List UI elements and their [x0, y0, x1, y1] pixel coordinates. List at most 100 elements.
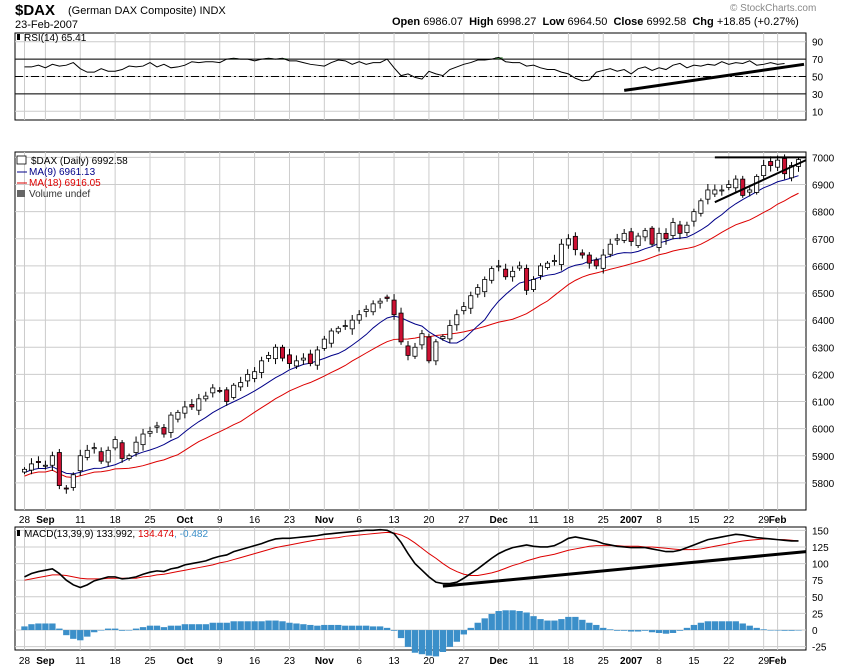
candle-up [342, 325, 348, 327]
candle-down [782, 158, 788, 175]
candle-down [524, 267, 530, 291]
candle-down [628, 231, 634, 242]
macd-y-tick-label: 125 [812, 543, 829, 554]
candle-up [789, 165, 795, 179]
price-y-tick-label: 7000 [812, 153, 835, 164]
price-x-tick-label: 18 [563, 515, 575, 526]
high-value: 6998.27 [496, 16, 537, 28]
candle-up [517, 265, 523, 269]
price-x-tick-label: Oct [177, 515, 194, 526]
candle-up [761, 165, 767, 176]
rsi-legend: RSI(14) 65.41 [24, 33, 87, 44]
price-x-tick-label: 18 [110, 515, 122, 526]
close-label: Close [613, 16, 644, 28]
index-name: (German DAX Composite) INDX [68, 5, 226, 17]
macd-legend-label: MACD(13,39,9) [24, 529, 96, 540]
macd-histogram-bar [593, 624, 600, 631]
macd-histogram-bar [711, 621, 719, 631]
macd-histogram-bar [558, 619, 565, 631]
macd-histogram-bar [362, 625, 370, 631]
macd-histogram-bar [195, 624, 203, 631]
candle-up [454, 314, 460, 326]
price-x-tick-label: 22 [723, 515, 735, 526]
macd-histogram-bar [460, 630, 467, 635]
rsi-y-tick-label: 50 [812, 73, 824, 84]
candle-up [531, 279, 537, 290]
close-value: 6992.58 [646, 16, 687, 28]
candle-down [35, 461, 41, 463]
macd-histogram-bar [383, 627, 391, 631]
candle-up [273, 346, 279, 360]
macd-x-tick-label: Oct [177, 656, 194, 667]
price-y-tick-label: 6900 [812, 181, 835, 192]
macd-histogram-bar [188, 624, 196, 631]
macd-histogram-bar [767, 630, 774, 631]
price-x-tick-label: 27 [458, 515, 470, 526]
price-y-tick-label: 6600 [812, 262, 835, 273]
candle-up [684, 224, 690, 233]
macd-histogram-bar [579, 619, 586, 631]
macd-histogram-bar [648, 630, 656, 633]
macd-histogram-bar [174, 625, 182, 631]
candle-up [252, 371, 258, 379]
candle-up [335, 327, 341, 333]
macd-legend-swatch [17, 530, 20, 536]
macd-histogram-bar [544, 620, 551, 631]
candle-up [482, 279, 488, 293]
macd-histogram-bar [662, 630, 670, 634]
macd-x-tick-label: 22 [723, 656, 735, 667]
candle-up [293, 360, 299, 367]
macd-histogram-bar [77, 630, 84, 641]
index-full-name: (German DAX Composite) [68, 5, 197, 17]
candle-up [635, 235, 641, 246]
macd-histogram-bar [84, 630, 91, 637]
rsi-overbought-fill [495, 57, 503, 60]
ma18-legend: MA(18) 6916.05 [29, 178, 101, 189]
macd-histogram-bar [781, 630, 788, 631]
candle-up [691, 211, 697, 222]
macd-histogram-bar [746, 625, 753, 631]
macd-histogram-bar [153, 625, 161, 631]
candle-up [321, 338, 327, 349]
candle-up [433, 341, 439, 362]
candle-down [391, 299, 397, 316]
candle-up [182, 406, 188, 414]
candle-down [398, 312, 404, 343]
candle-up [719, 189, 725, 192]
price-y-tick-label: 5900 [812, 452, 835, 463]
price-x-tick-label: 20 [423, 515, 435, 526]
price-x-tick-label: 11 [75, 515, 86, 526]
macd-x-tick-label: 28 [19, 656, 31, 667]
macd-histogram-bar [237, 621, 244, 631]
macd-histogram-bar [216, 622, 223, 631]
candle-up [70, 474, 76, 488]
macd-histogram-bar [627, 630, 635, 632]
macd-histogram-bar [641, 630, 649, 631]
candle-up [112, 439, 118, 449]
candle-down [98, 451, 104, 462]
candle-up [419, 333, 425, 346]
macd-x-tick-label: 8 [656, 656, 662, 667]
candle-down [593, 259, 599, 267]
macd-histogram-bar [209, 622, 216, 631]
price-x-tick-label: 8 [656, 515, 662, 526]
macd-y-tick-label: 100 [812, 560, 829, 571]
rsi-y-tick-label: 10 [812, 107, 824, 118]
price-y-tick-label: 6100 [812, 398, 835, 409]
candle-up [126, 455, 132, 459]
macd-x-tick-label: Sep [36, 656, 54, 667]
macd-legend-value: 133.992, [96, 529, 138, 540]
candle-up [168, 414, 174, 433]
macd-histogram-bar [537, 619, 544, 631]
candle-down [663, 232, 669, 240]
candle-down [161, 427, 167, 435]
candle-up [614, 238, 620, 241]
macd-y-tick-label: 25 [812, 609, 824, 620]
macd-histogram-bar [139, 627, 147, 631]
candle-up [140, 433, 146, 446]
macd-histogram-bar [307, 624, 314, 631]
macd-histogram-bar [467, 627, 474, 631]
macd-histogram-bar [369, 626, 377, 631]
candle-down [503, 268, 509, 278]
candle-up [551, 260, 557, 262]
